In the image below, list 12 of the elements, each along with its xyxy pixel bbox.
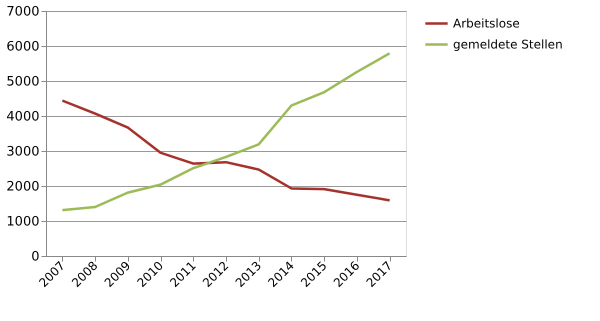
y-tick-label: 3000 bbox=[6, 144, 40, 160]
line-series bbox=[61, 52, 391, 212]
legend-label: gemeldete Stellen bbox=[453, 38, 563, 52]
legend-label: Arbeitslose bbox=[453, 16, 520, 30]
y-tick-label: 0 bbox=[31, 250, 40, 264]
y-tick-label: 6000 bbox=[6, 40, 40, 54]
y-tick-label: 5000 bbox=[6, 74, 40, 90]
y-tick-label: 4000 bbox=[6, 110, 40, 124]
y-tick-label: 2000 bbox=[6, 180, 40, 194]
line-series bbox=[61, 99, 391, 202]
y-tick-label: 7000 bbox=[6, 4, 40, 20]
y-tick-label: 1000 bbox=[6, 214, 40, 230]
